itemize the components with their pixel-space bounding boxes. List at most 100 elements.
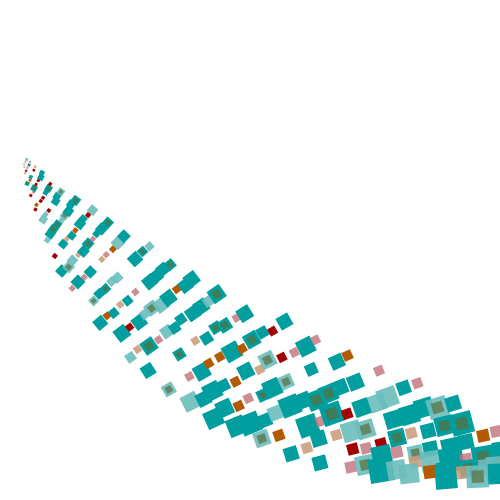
square-mark-overlay: [84, 240, 92, 248]
square-marks: [22, 157, 500, 490]
square-mark: [411, 376, 424, 390]
square-mark: [124, 322, 135, 332]
square-mark: [255, 325, 270, 340]
square-mark: [102, 251, 110, 259]
square-mark: [42, 211, 49, 218]
square-mark-overlay: [166, 261, 174, 269]
square-mark: [32, 168, 36, 172]
square-mark: [329, 428, 343, 442]
square-mark: [57, 238, 69, 250]
square-mark: [98, 255, 106, 264]
square-mark: [288, 346, 301, 359]
square-mark: [124, 350, 138, 364]
square-mark: [266, 404, 285, 423]
square-mark: [107, 306, 120, 320]
square-mark-overlay: [471, 470, 485, 483]
square-mark: [24, 169, 28, 173]
square-mark: [132, 344, 143, 355]
square-mark: [404, 426, 418, 440]
square-mark-overlay: [25, 182, 29, 186]
square-mark: [28, 193, 33, 198]
square-mark: [126, 250, 144, 268]
square-mark: [375, 385, 400, 410]
square-mark-overlay: [324, 406, 340, 422]
square-mark-overlay: [281, 376, 292, 387]
square-mark: [419, 422, 437, 440]
square-mark-overlay: [175, 350, 184, 359]
square-mark: [300, 441, 314, 455]
square-mark: [86, 204, 99, 217]
square-mark: [111, 271, 124, 284]
square-mark: [121, 294, 134, 307]
square-mark: [330, 377, 350, 397]
square-mark: [23, 166, 26, 169]
square-mark: [182, 269, 201, 289]
square-mark-overlay: [54, 221, 61, 228]
square-mark: [236, 342, 248, 355]
square-mark: [345, 442, 360, 456]
square-mark-overlay: [261, 354, 274, 366]
square-mark: [455, 465, 470, 480]
square-mark: [390, 445, 404, 459]
square-mark-overlay: [139, 248, 146, 255]
square-mark-overlay: [31, 186, 37, 191]
square-mark-overlay: [430, 400, 445, 415]
square-mark-overlay: [438, 419, 451, 432]
square-mark: [382, 409, 404, 430]
square-mark-overlay: [46, 186, 52, 192]
square-mark: [28, 174, 34, 180]
square-mark: [72, 227, 79, 234]
square-mark: [327, 352, 347, 371]
square-mark: [422, 464, 438, 480]
square-mark: [78, 214, 88, 224]
square-mark: [395, 379, 413, 397]
square-mark: [294, 335, 317, 358]
square-mark-overlay: [164, 384, 174, 394]
square-mark: [34, 202, 39, 208]
square-mark: [167, 320, 182, 335]
square-mark: [434, 466, 458, 490]
square-mark: [232, 399, 246, 413]
square-mark: [84, 211, 92, 219]
square-mark: [215, 377, 232, 394]
square-mark: [40, 195, 46, 201]
square-mark-overlay: [322, 387, 335, 400]
square-mark-overlay: [391, 432, 403, 444]
square-mark: [174, 312, 188, 327]
square-mark: [235, 304, 255, 324]
square-mark: [92, 314, 109, 331]
square-mark: [309, 429, 328, 448]
square-mark-overlay: [220, 320, 230, 331]
square-mark: [351, 397, 373, 419]
square-mark: [282, 445, 300, 463]
square-mark: [190, 335, 201, 347]
square-mark-overlay: [72, 197, 79, 204]
square-mark: [26, 166, 29, 170]
square-mark-overlay: [143, 340, 155, 352]
square-mark: [359, 441, 373, 455]
square-mark-overlay: [58, 189, 64, 195]
square-mark: [159, 288, 178, 308]
square-mark: [229, 375, 242, 388]
square-mark-overlay: [102, 285, 109, 292]
square-mark: [276, 351, 288, 364]
square-mark: [309, 334, 322, 346]
square-mark: [28, 160, 32, 164]
square-mark: [236, 361, 256, 381]
square-mark: [130, 287, 140, 297]
square-mark: [47, 181, 53, 187]
square-mark: [38, 198, 44, 204]
square-mark: [272, 428, 286, 443]
square-mark: [220, 340, 244, 364]
square-mark: [398, 462, 420, 485]
square-mark-overlay: [211, 288, 223, 300]
square-mark-overlay: [90, 297, 97, 304]
square-mark-overlay: [104, 219, 112, 227]
square-mark-overlay: [410, 447, 421, 458]
square-mark: [139, 361, 157, 380]
square-mark: [33, 165, 37, 169]
square-mark: [38, 169, 46, 177]
square-mark: [214, 397, 236, 419]
square-mark-overlay: [246, 334, 258, 346]
